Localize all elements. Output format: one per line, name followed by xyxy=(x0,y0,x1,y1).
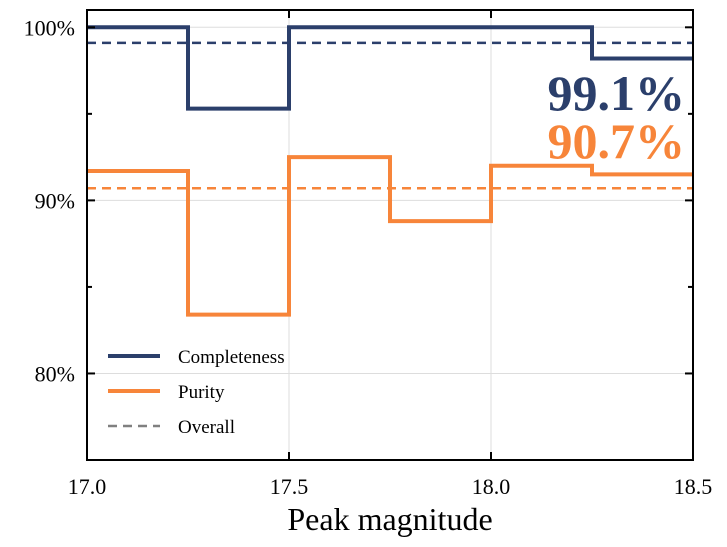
x-tick-label: 18.5 xyxy=(674,474,713,499)
legend-label: Purity xyxy=(178,382,225,403)
legend-label: Completeness xyxy=(178,347,285,368)
overall-value-purity: 90.7% xyxy=(548,113,686,169)
plot-frame xyxy=(86,9,694,461)
x-tick-label: 18.0 xyxy=(472,474,511,499)
y-tick-label: 90% xyxy=(35,188,75,213)
series-lines xyxy=(87,25,693,317)
x-tick-label: 17.0 xyxy=(68,474,107,499)
legend-label: Overall xyxy=(178,417,235,438)
x-axis-title: Peak magnitude xyxy=(287,501,492,537)
x-tick-label: 17.5 xyxy=(270,474,309,499)
y-tick-label: 80% xyxy=(35,361,75,386)
y-tick-label: 100% xyxy=(24,15,75,40)
overall-annotations: 99.1%90.7% xyxy=(548,65,686,169)
series-line-completeness xyxy=(87,25,693,111)
legend: Completeness Purity Overall xyxy=(108,347,285,438)
overall-value-completeness: 99.1% xyxy=(548,65,686,121)
axis-ticks: 17.0 17.5 18.0 18.5 80% 90% 100% xyxy=(24,10,713,499)
series-line-purity xyxy=(87,155,693,317)
